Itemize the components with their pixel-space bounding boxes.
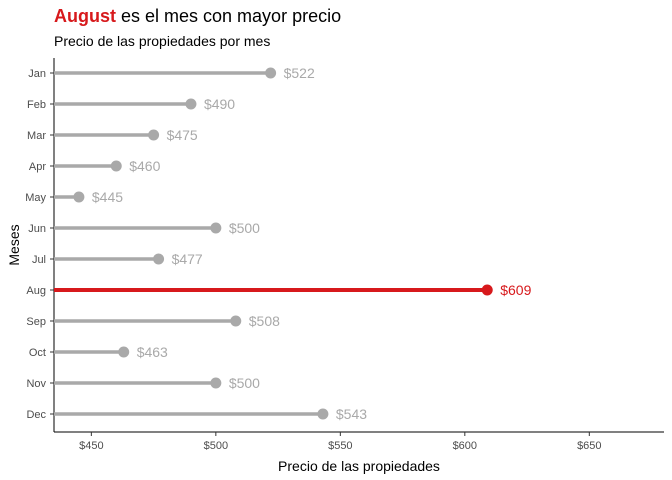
x-tick-label: $500 [204, 440, 228, 452]
x-tick-label: $550 [328, 440, 352, 452]
lollipop-dot [265, 67, 277, 79]
y-tick-label: Jun [28, 223, 46, 235]
x-tick-label: $600 [453, 440, 477, 452]
x-tick-label: $450 [79, 440, 103, 452]
data-label: $463 [137, 344, 168, 360]
data-label: $543 [336, 406, 367, 422]
y-tick-label: Oct [29, 347, 46, 359]
y-axis-title: Meses [6, 224, 22, 265]
y-tick-label: Nov [26, 378, 46, 390]
data-label: $445 [92, 189, 123, 205]
chart-subtitle: Precio de las propiedades por mes [54, 33, 271, 49]
lollipop-dot [73, 191, 85, 203]
lollipop-dot [317, 408, 329, 420]
chart-title: August es el mes con mayor precio [54, 6, 341, 27]
lollipop-dot [230, 315, 242, 327]
data-label: $508 [249, 313, 280, 329]
y-tick-label: Jan [28, 68, 46, 80]
data-label: $500 [229, 220, 260, 236]
data-label: $500 [229, 375, 260, 391]
y-tick-label: Sep [26, 316, 46, 328]
y-tick-label: Feb [27, 99, 46, 111]
lollipop-dot [185, 98, 197, 110]
lollipop-dot [210, 377, 222, 389]
data-label: $460 [129, 158, 160, 174]
data-label: $522 [284, 65, 315, 81]
x-axis-title: Precio de las propiedades [278, 458, 440, 474]
data-label: $609 [500, 282, 531, 298]
x-tick-label: $650 [577, 440, 601, 452]
lollipop-dot [148, 129, 160, 141]
y-tick-label: May [25, 192, 46, 204]
y-tick-label: Mar [27, 130, 46, 142]
data-label: $490 [204, 96, 235, 112]
lollipop-dot [481, 284, 493, 296]
data-label: $477 [172, 251, 203, 267]
lollipop-dot [210, 222, 222, 234]
y-tick-label: Dec [26, 409, 46, 421]
y-tick-label: Apr [29, 161, 46, 173]
lollipop-dot [153, 253, 165, 265]
title-highlight: August [54, 6, 116, 26]
lollipop-dot [118, 346, 130, 358]
data-label: $475 [167, 127, 198, 143]
y-tick-label: Aug [26, 285, 46, 297]
lollipop-dot [110, 160, 122, 172]
title-rest: es el mes con mayor precio [116, 6, 342, 26]
y-tick-label: Jul [32, 254, 46, 266]
